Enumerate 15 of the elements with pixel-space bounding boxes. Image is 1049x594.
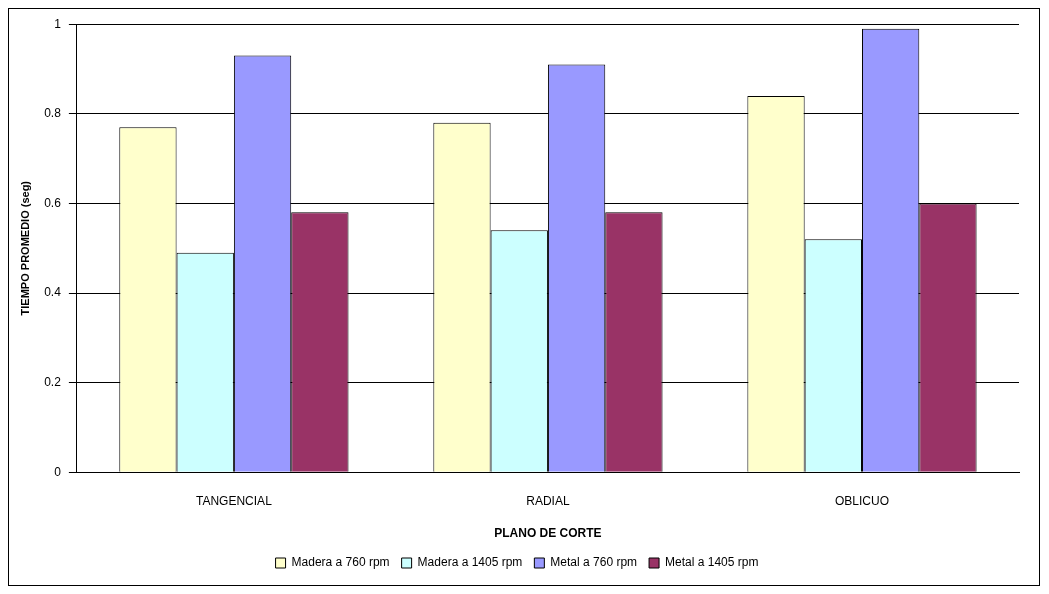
x-tick-label: TANGENCIAL bbox=[196, 493, 273, 508]
x-tick-label: RADIAL bbox=[526, 493, 570, 508]
legend-label: Metal a 760 rpm bbox=[550, 555, 638, 570]
y-tick-label: 0.2 bbox=[44, 374, 62, 389]
legend-label: Madera a 760 rpm bbox=[291, 555, 390, 570]
x-tick-label: OBLICUO bbox=[834, 493, 889, 508]
y-tick-label: 1 bbox=[54, 16, 62, 31]
y-tick-label: 0.8 bbox=[44, 106, 62, 121]
legend-label: Madera a 1405 rpm bbox=[417, 555, 523, 570]
y-tick-label: 0.4 bbox=[44, 285, 62, 300]
x-axis-title: PLANO DE CORTE bbox=[494, 526, 602, 541]
y-tick-label: 0 bbox=[54, 464, 62, 479]
y-tick-label: 0.6 bbox=[44, 195, 62, 210]
y-axis-title: TIEMPO PROMEDIO (seg) bbox=[18, 180, 31, 316]
legend-label: Metal a 1405 rpm bbox=[665, 555, 759, 570]
